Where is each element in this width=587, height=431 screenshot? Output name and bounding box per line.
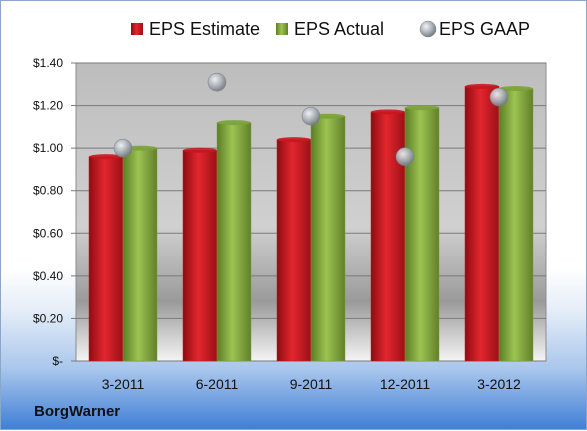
legend-label: EPS Estimate (149, 19, 260, 39)
gaap-point (489, 87, 509, 107)
bar-eps-estimate (276, 139, 312, 362)
y-tick-label: $0.40 (33, 269, 63, 283)
company-name: BorgWarner (34, 403, 121, 420)
bar-eps-estimate (182, 150, 218, 362)
legend-swatch (419, 20, 437, 38)
bar-cap (465, 83, 499, 89)
gaap-point (301, 106, 321, 126)
legend-label: EPS GAAP (439, 19, 530, 39)
legend-swatch (131, 23, 143, 35)
bar-eps-actual (498, 88, 534, 362)
bar-eps-actual (404, 107, 440, 362)
y-tick-label: $0.60 (33, 226, 63, 240)
x-tick-label: 12-2011 (380, 376, 431, 392)
x-tick-label: 3-2012 (477, 376, 521, 392)
bar-eps-actual (216, 122, 252, 362)
y-tick-label: $0.80 (33, 184, 63, 198)
y-tick-label: $1.00 (33, 141, 63, 155)
gaap-point (113, 138, 133, 158)
y-tick-label: $1.40 (33, 56, 63, 70)
bar-eps-estimate (464, 86, 500, 362)
x-tick-label: 6-2011 (196, 376, 239, 392)
bar-cap (371, 109, 405, 115)
x-tick-label: 9-2011 (290, 376, 333, 392)
gaap-point (395, 147, 415, 166)
gaap-points (113, 72, 509, 166)
bar-cap (183, 147, 217, 153)
x-axis: 3-2011 6-2011 9-2011 12-2011 3-2012 (102, 376, 521, 392)
bar-eps-actual (122, 147, 158, 362)
y-tick-label: $0.20 (33, 311, 63, 325)
legend-label: EPS Actual (294, 19, 384, 39)
bar-cap (277, 137, 311, 143)
bars (88, 83, 534, 362)
bar-eps-estimate (88, 156, 124, 362)
x-tick-label: 3-2011 (102, 376, 145, 392)
bar-cap (217, 120, 251, 126)
y-axis: $- $0.20 $0.40 $0.60 $0.80 $1.00 $1.20 $1.40 (33, 56, 76, 368)
y-tick-label: $- (52, 354, 63, 368)
bar-eps-actual (310, 115, 346, 362)
legend: EPS Estimate EPS Actual EPS GAAP (131, 19, 530, 39)
bar-cap (89, 154, 123, 160)
y-tick-label: $1.20 (33, 99, 63, 113)
bar-cap (499, 86, 533, 92)
gaap-point (207, 72, 227, 92)
bar-cap (405, 105, 439, 111)
legend-swatch (276, 23, 288, 35)
